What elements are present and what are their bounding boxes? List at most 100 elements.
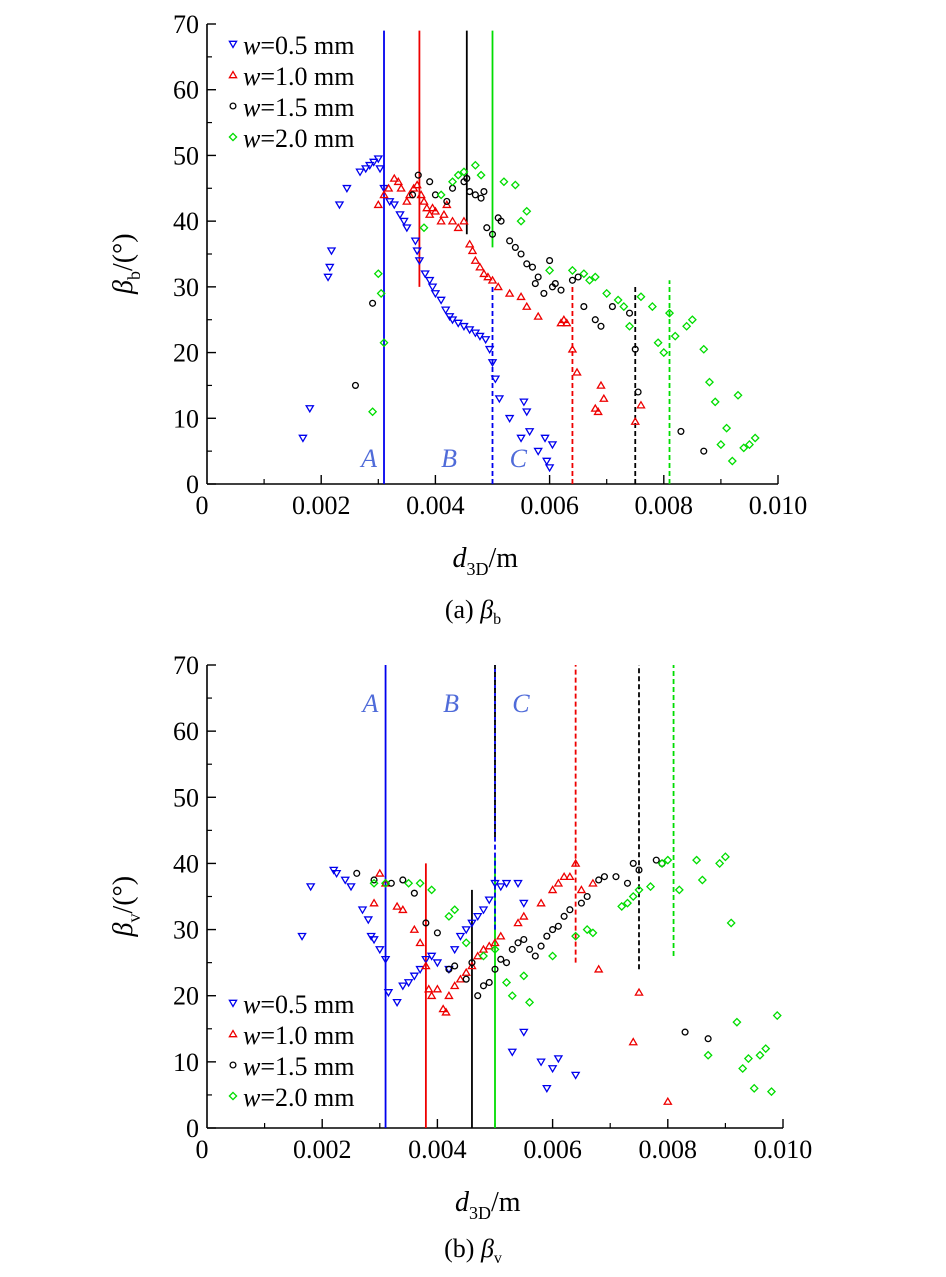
- chart-b-point: [570, 858, 581, 867]
- chart-a-point: [634, 388, 642, 396]
- chart-a-point: [389, 201, 400, 210]
- chart-b-series-4: [369, 852, 782, 1097]
- chart-a-point: [516, 434, 526, 443]
- chart-a-xtick-label: 0.006: [520, 491, 579, 520]
- chart-b-point: [496, 883, 506, 892]
- chart-b-point: [738, 1063, 748, 1073]
- chart-a-point: [487, 359, 498, 368]
- chart-a-point: [533, 447, 543, 456]
- chart-b-point: [547, 885, 558, 894]
- chart-a-point: [404, 190, 415, 199]
- chart-a-ytick-label: 40: [173, 207, 199, 236]
- chart-a-point: [493, 282, 503, 291]
- chart-b-ytick-label: 40: [173, 849, 199, 878]
- chart-a-point: [479, 269, 489, 278]
- chart-b-point: [634, 885, 644, 895]
- chart-a-y-label: βb/(°): [108, 233, 144, 295]
- chart-b-point: [455, 974, 466, 983]
- caption-b-symbol: β: [480, 1234, 494, 1263]
- chart-b-point: [415, 938, 425, 947]
- chart-b-point: [398, 982, 408, 991]
- chart-a-point: [572, 367, 582, 376]
- chart-b-point: [628, 1037, 638, 1046]
- chart-a-point: [625, 321, 635, 331]
- chart-b-point: [467, 919, 477, 928]
- chart-b-point: [646, 882, 656, 892]
- chart-a-point: [547, 441, 558, 450]
- chart-b-point: [536, 1058, 546, 1067]
- chart-a-legend-marker: [228, 132, 238, 142]
- chart-b-point: [536, 898, 546, 907]
- chart-a-point: [516, 292, 526, 301]
- chart-b-point: [559, 871, 569, 881]
- chart-a-region-label-c: C: [510, 444, 528, 473]
- chart-a-series-4: [368, 160, 760, 466]
- chart-b-point: [369, 936, 379, 945]
- chart-a-point: [540, 434, 550, 443]
- chart-b-point: [629, 859, 637, 867]
- chart-a-point: [653, 338, 663, 348]
- chart-a-point: [716, 440, 726, 450]
- chart-a-point: [368, 407, 378, 417]
- chart-b-xtick-label: 0.004: [408, 1135, 467, 1164]
- chart-b-point: [652, 856, 660, 864]
- chart-b-point: [703, 1050, 713, 1060]
- chart-a-point: [506, 237, 514, 245]
- chart-b-point: [491, 965, 499, 973]
- chart-b-point: [468, 959, 476, 967]
- chart-b-point: [553, 878, 564, 887]
- chart-b-point: [409, 972, 420, 981]
- chart-b-point: [571, 931, 581, 941]
- chart-a-point: [528, 263, 537, 271]
- chart-a-point: [361, 165, 371, 174]
- chart-a-legend-marker: [228, 70, 238, 79]
- chart-b-point: [525, 997, 535, 1007]
- chart-b-xtick-label: 0.002: [293, 1135, 352, 1164]
- chart-b-point: [588, 878, 598, 887]
- chart-b-legend: w=0.5 mmw=1.0 mmw=1.5 mmw=2.0 mm: [228, 990, 354, 1112]
- chart-a-point: [519, 398, 529, 407]
- chart-b-point: [409, 924, 420, 933]
- chart-b-point: [497, 955, 505, 963]
- chart-a-point: [540, 289, 548, 297]
- chart-a-point: [647, 302, 657, 312]
- chart-a-point: [750, 433, 760, 443]
- chart-b-point: [553, 1055, 564, 1064]
- chart-b-point: [422, 919, 430, 927]
- chart-a-point: [522, 408, 532, 417]
- chart-b-point: [375, 946, 385, 955]
- chart-b-point: [554, 922, 562, 930]
- chart-b-point: [549, 926, 557, 934]
- chart-b-xtick-origin-label: 0: [196, 1135, 209, 1164]
- chart-b-point: [755, 1050, 765, 1060]
- chart-a-point: [516, 216, 526, 226]
- chart-a-point: [419, 223, 429, 233]
- chart-b-xtick-label: 0.006: [523, 1135, 582, 1164]
- chart-b-point: [537, 942, 545, 950]
- chart-b-point: [410, 889, 418, 897]
- chart-b-legend-label: w=1.0 mm: [243, 1021, 354, 1050]
- chart-b-point: [438, 1004, 448, 1013]
- chart-b-point: [542, 1084, 552, 1094]
- chart-a-point: [602, 288, 612, 298]
- chart-b-series-1: [297, 866, 581, 1094]
- chart-b-point: [449, 946, 460, 955]
- chart-b-point: [692, 855, 702, 865]
- chart-a-point: [351, 381, 360, 389]
- caption-b-prefix: (b): [444, 1234, 481, 1263]
- chart-a-legend-label: w=0.5 mm: [243, 31, 354, 60]
- chart-b-ytick-label: 50: [173, 783, 199, 812]
- chart-b-point: [600, 873, 608, 881]
- chart-a-point: [480, 336, 491, 345]
- chart-a-point: [334, 201, 345, 210]
- chart-a-point: [567, 344, 578, 353]
- chart-b-point: [305, 883, 316, 892]
- chart-b-point: [513, 879, 523, 888]
- chart-a-point: [580, 303, 588, 311]
- chart-a-point: [467, 246, 478, 255]
- chart-b-point: [519, 911, 529, 920]
- chart-b-point: [485, 978, 493, 987]
- chart-b-point: [363, 916, 374, 925]
- chart-b-point: [623, 879, 632, 887]
- chart-a-point: [744, 440, 754, 450]
